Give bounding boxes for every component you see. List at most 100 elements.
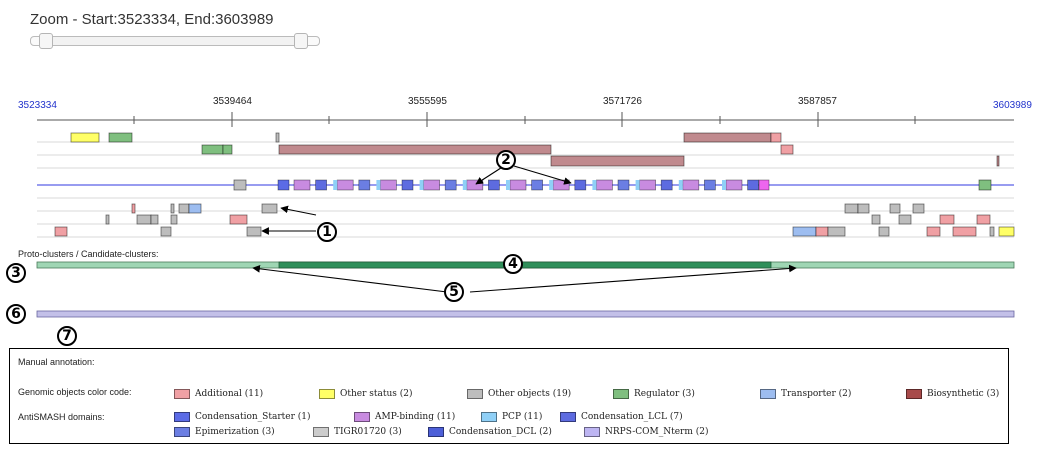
gene-feature[interactable] <box>275 132 280 143</box>
gene-feature[interactable] <box>792 226 817 237</box>
gene-feature[interactable] <box>844 203 859 214</box>
pcp-domain[interactable] <box>549 180 554 190</box>
protocluster-core-bar[interactable] <box>278 261 772 269</box>
gene-feature[interactable] <box>952 226 977 237</box>
gene-feature[interactable] <box>160 226 172 237</box>
gene-feature[interactable] <box>857 203 870 214</box>
gene-feature[interactable] <box>136 214 152 225</box>
legend-item-biosynthetic[interactable]: Biosynthetic (3) <box>906 389 999 399</box>
legend-item-condensation-lcl[interactable]: Condensation_LCL (7) <box>560 412 683 422</box>
legend-item-regulator[interactable]: Regulator (3) <box>613 389 695 399</box>
pcp-domain[interactable] <box>506 180 510 190</box>
nrps-domain[interactable] <box>725 179 743 191</box>
nrps-domain[interactable] <box>380 179 397 191</box>
legend-item-additional[interactable]: Additional (11) <box>174 389 263 399</box>
gene-feature[interactable] <box>978 179 992 191</box>
legend-item-condensation-starter[interactable]: Condensation_Starter (1) <box>174 412 310 422</box>
gene-feature[interactable] <box>889 203 901 214</box>
gene-feature[interactable] <box>550 155 685 167</box>
legend-item-tigr01720[interactable]: TIGR01720 (3) <box>313 427 402 437</box>
legend-item-nrps-com-nterm[interactable]: NRPS-COM_Nterm (2) <box>584 427 709 437</box>
gene-feature[interactable] <box>871 214 881 225</box>
legend-swatch <box>584 427 600 437</box>
legend-item-condensation-dcl[interactable]: Condensation_DCL (2) <box>428 427 552 437</box>
nrps-domain[interactable] <box>315 179 327 191</box>
gene-feature[interactable] <box>926 226 941 237</box>
nrps-domain[interactable] <box>336 179 354 191</box>
gene-feature[interactable] <box>170 214 178 225</box>
gene-feature[interactable] <box>54 226 68 237</box>
pcp-domain[interactable] <box>376 180 381 190</box>
gene-feature[interactable] <box>105 214 110 225</box>
zoom-start-handle[interactable] <box>39 33 53 49</box>
legend-swatch <box>906 389 922 399</box>
legend-swatch <box>428 427 444 437</box>
pcp-domain[interactable] <box>592 180 597 190</box>
legend-item-other-status[interactable]: Other status (2) <box>319 389 413 399</box>
nrps-domain[interactable] <box>617 179 630 191</box>
gene-feature[interactable] <box>939 214 955 225</box>
gene-feature[interactable] <box>170 203 175 214</box>
legend-item-transporter[interactable]: Transporter (2) <box>760 389 851 399</box>
gene-feature[interactable] <box>188 203 202 214</box>
legend-item-amp-binding[interactable]: AMP-binding (11) <box>354 412 455 422</box>
nrps-domain[interactable] <box>574 179 587 191</box>
genome-track-view[interactable] <box>0 0 1049 345</box>
gene-feature[interactable] <box>912 203 925 214</box>
gene-feature[interactable] <box>233 179 247 191</box>
gene-feature[interactable] <box>261 203 278 214</box>
gene-feature[interactable] <box>780 144 794 155</box>
nrps-domain[interactable] <box>682 179 700 191</box>
nrps-domain[interactable] <box>444 179 457 191</box>
gene-tracks <box>37 112 1015 238</box>
gene-feature[interactable] <box>976 214 991 225</box>
nrps-domain[interactable] <box>488 179 500 191</box>
gene-feature[interactable] <box>898 214 912 225</box>
legend-item-other-objects[interactable]: Other objects (19) <box>467 389 571 399</box>
nrps-domain[interactable] <box>639 179 656 191</box>
gene-feature[interactable] <box>222 144 233 155</box>
nrps-domain[interactable] <box>704 179 716 191</box>
nrps-domain[interactable] <box>758 179 770 191</box>
pcp-domain[interactable] <box>635 180 640 190</box>
nrps-domain[interactable] <box>293 179 311 191</box>
nrps-domain[interactable] <box>401 179 414 191</box>
legend-swatch <box>174 412 190 422</box>
gene-feature[interactable] <box>989 226 995 237</box>
nrps-domain[interactable] <box>509 179 527 191</box>
gene-feature[interactable] <box>998 226 1015 237</box>
gene-feature[interactable] <box>70 132 100 143</box>
nrps-domain[interactable] <box>358 179 371 191</box>
gene-feature[interactable] <box>878 226 890 237</box>
nrps-domain[interactable] <box>423 179 440 191</box>
gene-feature[interactable] <box>131 203 136 214</box>
candidate-cluster-bar[interactable] <box>36 310 1015 318</box>
gene-feature[interactable] <box>201 144 224 155</box>
gene-feature[interactable] <box>683 132 772 143</box>
pcp-domain[interactable] <box>722 180 726 190</box>
nrps-domain[interactable] <box>531 179 543 191</box>
nrps-domain[interactable] <box>596 179 613 191</box>
gene-feature[interactable] <box>229 214 248 225</box>
gene-feature[interactable] <box>827 226 846 237</box>
gene-feature[interactable] <box>996 155 1000 167</box>
nrps-domain[interactable] <box>660 179 673 191</box>
zoom-slider-range[interactable] <box>46 36 302 46</box>
zoom-end-handle[interactable] <box>294 33 308 49</box>
nrps-domain[interactable] <box>277 179 290 191</box>
gene-feature[interactable] <box>246 226 262 237</box>
legend-item-pcp[interactable]: PCP (11) <box>481 412 542 422</box>
pcp-domain[interactable] <box>419 180 424 190</box>
gene-feature[interactable] <box>815 226 829 237</box>
gene-feature[interactable] <box>770 132 782 143</box>
gene-feature[interactable] <box>150 214 159 225</box>
pcp-domain[interactable] <box>462 180 467 190</box>
gene-feature[interactable] <box>278 144 552 155</box>
pcp-domain[interactable] <box>333 180 338 190</box>
nrps-domain[interactable] <box>747 179 759 191</box>
pcp-domain[interactable] <box>678 180 683 190</box>
ruler-tick-label-2: 3555595 <box>408 96 447 107</box>
legend-item-epimerization[interactable]: Epimerization (3) <box>174 427 275 437</box>
gene-feature[interactable] <box>108 132 133 143</box>
gene-feature[interactable] <box>178 203 190 214</box>
